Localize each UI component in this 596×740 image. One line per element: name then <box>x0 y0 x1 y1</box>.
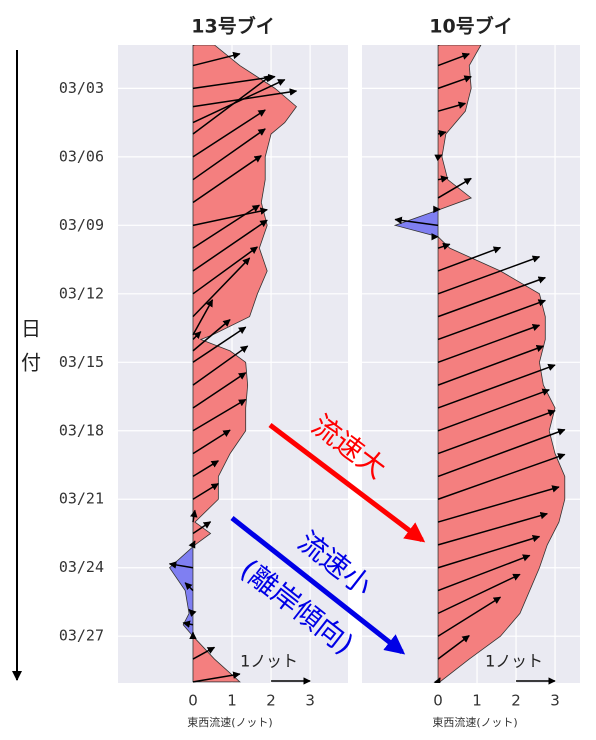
current-arrow <box>437 52 470 67</box>
y-tick-label: 03/12 <box>59 284 104 302</box>
key-label: 1ノット <box>240 652 298 671</box>
current-arrow <box>437 242 451 250</box>
current-arrow <box>192 78 286 124</box>
current-arrow <box>192 429 231 455</box>
x-tick-label: 0 <box>188 692 198 710</box>
x-axis-label: 東西流速(ノット) <box>187 715 272 729</box>
area-negative <box>395 210 439 237</box>
current-arrow <box>188 608 197 617</box>
current-arrow <box>434 154 443 162</box>
current-arrow <box>437 101 467 112</box>
current-arrow <box>192 521 212 535</box>
current-arrow <box>192 207 268 227</box>
current-arrow <box>437 255 541 295</box>
y-tick-label: 03/09 <box>59 216 104 234</box>
current-arrow <box>192 128 266 181</box>
current-arrow <box>437 75 472 90</box>
current-arrow <box>437 299 546 341</box>
current-arrow <box>192 51 241 67</box>
current-arrow <box>192 155 262 204</box>
slow-arrow <box>230 516 406 655</box>
y-tick-label: 03/15 <box>59 353 104 371</box>
current-arrow <box>192 646 216 660</box>
current-arrow <box>192 482 219 500</box>
current-arrow <box>437 485 560 523</box>
y-tick-label: 03/21 <box>59 490 104 508</box>
current-arrow <box>192 74 272 135</box>
current-arrow <box>192 671 241 683</box>
chart-title: 10号ブイ <box>429 15 512 38</box>
current-arrow <box>437 177 472 199</box>
current-arrow <box>437 130 447 138</box>
y-tick-label: 03/24 <box>59 558 104 576</box>
current-arrow <box>190 509 198 523</box>
y-tick-label: 03/18 <box>59 421 104 439</box>
current-arrow <box>437 363 556 409</box>
x-tick-label: 2 <box>266 692 276 710</box>
plot-content <box>393 45 566 683</box>
panel: 0 1 2 3 03/03 03/06 03/09 03/12 03/15 03/18 03/21 0… <box>59 15 348 729</box>
x-tick-label: 3 <box>550 692 560 710</box>
current-arrow <box>437 175 449 183</box>
x-tick-label: 0 <box>433 692 443 710</box>
y-tick-label: 03/03 <box>59 79 104 97</box>
chart-title: 13号ブイ <box>191 15 274 38</box>
current-arrow <box>192 372 247 409</box>
x-tick-label: 1 <box>472 692 482 710</box>
current-arrow <box>192 204 260 249</box>
current-arrow <box>437 428 566 478</box>
current-arrow <box>437 596 502 637</box>
current-arrow <box>192 73 276 90</box>
current-arrow <box>437 246 502 272</box>
date-label: 付 <box>21 351 41 375</box>
current-arrow <box>192 398 247 432</box>
current-arrow <box>192 246 259 295</box>
x-tick-label: 2 <box>511 692 521 710</box>
area-negative <box>169 546 193 637</box>
current-arrow <box>437 534 541 569</box>
current-arrow <box>184 582 194 592</box>
current-arrow <box>433 677 441 683</box>
key-label: 1ノット <box>485 652 543 671</box>
current-arrow <box>437 554 531 592</box>
current-arrow <box>168 561 194 569</box>
y-tick-label: 03/27 <box>59 627 104 645</box>
current-arrow <box>437 388 550 432</box>
current-arrow <box>437 276 546 318</box>
current-arrow <box>192 109 266 158</box>
x-tick-label: 1 <box>227 692 237 710</box>
current-arrow <box>182 620 194 628</box>
area-positive <box>438 45 565 682</box>
current-arrow <box>192 45 196 46</box>
current-arrow <box>394 216 439 227</box>
current-arrow <box>192 219 268 272</box>
current-arrow <box>437 453 566 500</box>
current-arrow <box>192 299 214 336</box>
current-arrow <box>437 635 470 660</box>
current-arrow <box>437 409 556 455</box>
y-tick-label: 03/06 <box>59 147 104 165</box>
x-axis-label: 東西流速(ノット) <box>432 715 517 729</box>
area-positive <box>192 45 297 682</box>
current-arrow <box>437 324 541 363</box>
current-arrow <box>192 345 249 386</box>
current-arrow <box>437 511 548 546</box>
charts: 0 1 2 3 03/03 03/06 03/09 03/12 03/15 03/18 03/21 0… <box>59 15 580 729</box>
x-tick-label: 3 <box>305 692 315 710</box>
current-arrow <box>192 257 251 318</box>
fast-arrow <box>268 423 426 543</box>
current-arrow <box>192 319 231 352</box>
date-label: 日 <box>21 317 41 341</box>
current-arrow <box>437 344 545 386</box>
current-arrow <box>192 326 247 363</box>
current-arrow <box>437 573 521 615</box>
current-arrow <box>188 540 196 549</box>
plot-content <box>168 45 298 683</box>
current-arrow <box>192 460 219 478</box>
current-arrow <box>192 331 202 340</box>
